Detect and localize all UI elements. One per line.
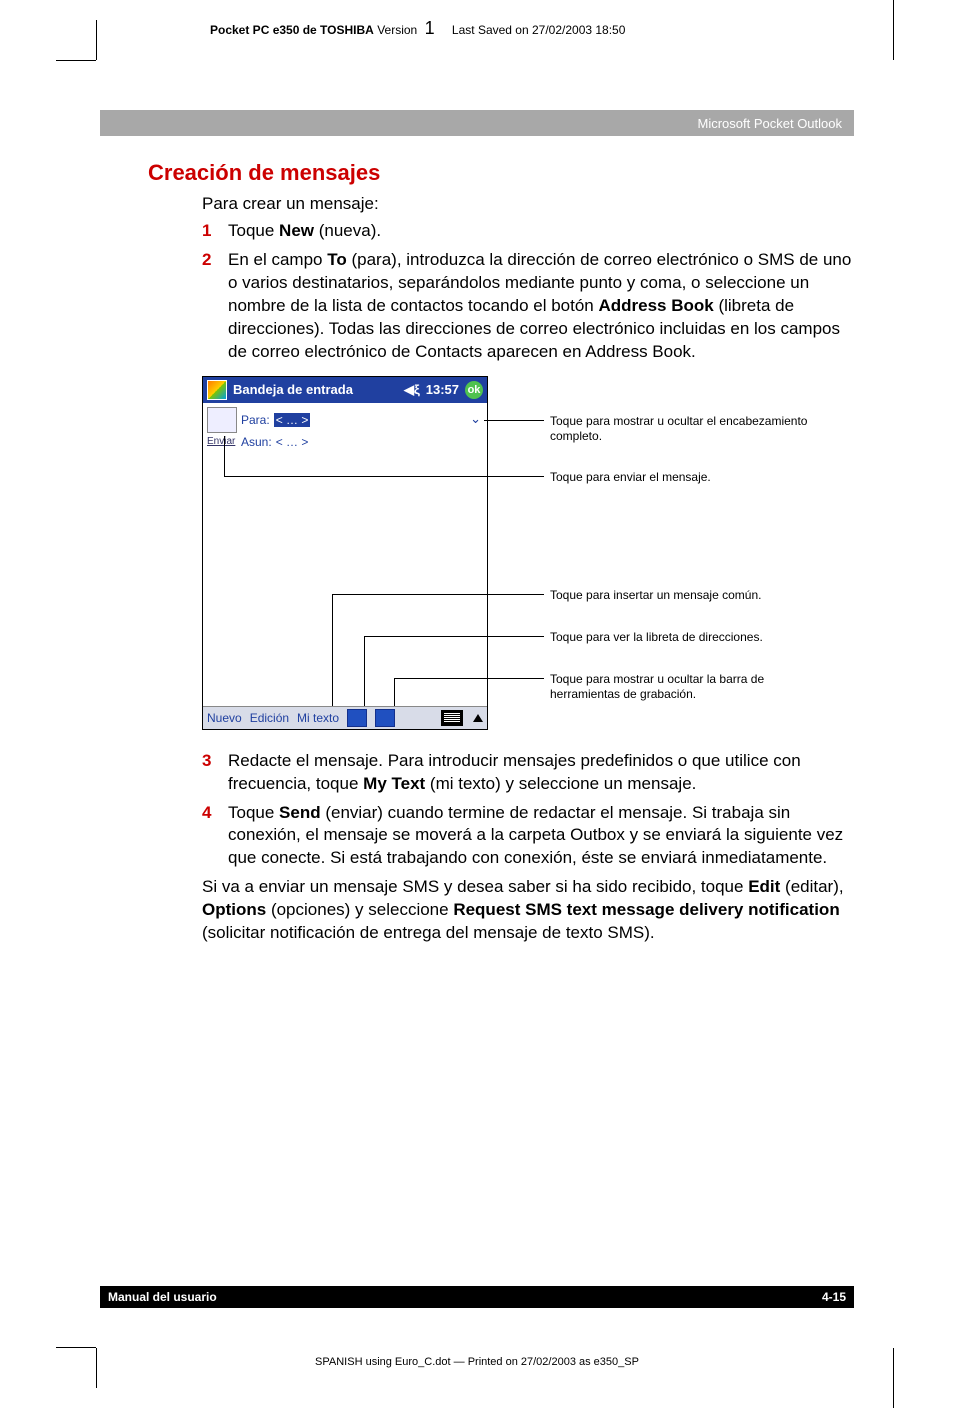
- callout-4: Toque para ver la libreta de direcciones…: [550, 630, 763, 646]
- asun-label: Asun:: [241, 435, 272, 449]
- section-title: Creación de mensajes: [148, 160, 854, 186]
- leader-line: [224, 436, 225, 476]
- step-4: 4 Toque Send (enviar) cuando termine de …: [202, 802, 854, 871]
- windows-icon: [207, 380, 227, 400]
- step-number: 4: [202, 802, 228, 871]
- page-footer: Manual del usuario 4-15: [100, 1286, 854, 1308]
- callout-1: Toque para mostrar u ocultar el encabeza…: [550, 414, 860, 445]
- step-2: 2 En el campo To (para), introduzca la d…: [202, 249, 854, 364]
- speaker-icon: ◀ξ: [404, 382, 420, 398]
- footer-left: Manual del usuario: [108, 1290, 217, 1304]
- leader-line: [364, 636, 544, 637]
- pda-titlebar: Bandeja de entrada ◀ξ 13:57 ok: [203, 377, 487, 403]
- step-text: Toque New (nueva).: [228, 220, 381, 243]
- step-number: 3: [202, 750, 228, 796]
- step-1: 1 Toque New (nueva).: [202, 220, 854, 243]
- enviar-link[interactable]: Enviar: [207, 436, 237, 447]
- menu-edicion[interactable]: Edición: [250, 711, 289, 725]
- page: Pocket PC e350 de TOSHIBA Version 1 Last…: [0, 0, 954, 1408]
- step-3: 3 Redacte el mensaje. Para introducir me…: [202, 750, 854, 796]
- crop-mark: [893, 0, 894, 60]
- section-bar: Microsoft Pocket Outlook: [100, 110, 854, 136]
- running-header: Pocket PC e350 de TOSHIBA Version 1 Last…: [210, 18, 625, 39]
- version-number: 1: [425, 18, 435, 38]
- leader-line: [224, 476, 544, 477]
- step-text: Redacte el mensaje. Para introducir mens…: [228, 750, 854, 796]
- callout-3: Toque para insertar un mensaje común.: [550, 588, 761, 604]
- pda-window: Bandeja de entrada ◀ξ 13:57 ok Para: < ……: [202, 376, 488, 730]
- keyboard-icon[interactable]: [441, 710, 463, 726]
- up-arrow-icon[interactable]: [473, 714, 483, 722]
- version-label: Version: [377, 23, 417, 37]
- step-list-cont: 3 Redacte el mensaje. Para introducir me…: [202, 750, 854, 871]
- print-info: SPANISH using Euro_C.dot — Printed on 27…: [0, 1356, 954, 1368]
- footer-right: 4-15: [822, 1290, 846, 1304]
- row-para: Para: < … >: [207, 407, 483, 433]
- leader-line: [394, 678, 544, 679]
- crop-mark: [56, 1347, 96, 1348]
- toolbar-icon-2[interactable]: [375, 709, 395, 727]
- closing-paragraph: Si va a enviar un mensaje SMS y desea sa…: [202, 876, 854, 945]
- pda-header-fields: Para: < … > Enviar Asun: < … >: [203, 403, 487, 449]
- para-value[interactable]: < … >: [274, 413, 311, 427]
- crop-mark: [56, 60, 96, 61]
- leader-line: [364, 636, 365, 706]
- pda-menubar: Nuevo Edición Mi texto: [203, 706, 487, 729]
- saved-timestamp: Last Saved on 27/02/2003 18:50: [452, 23, 625, 37]
- leader-line: [394, 678, 395, 706]
- envelope-icon: [207, 407, 237, 433]
- pda-title-text: Bandeja de entrada: [233, 382, 353, 397]
- screenshot-block: Bandeja de entrada ◀ξ 13:57 ok Para: < ……: [202, 376, 854, 736]
- pda-time: 13:57: [426, 382, 459, 397]
- para-label: Para:: [241, 413, 270, 427]
- row-asun: Enviar Asun: < … >: [207, 435, 483, 449]
- step-number: 1: [202, 220, 228, 243]
- crop-mark: [96, 1348, 97, 1388]
- product-name: Pocket PC e350 de TOSHIBA: [210, 23, 374, 37]
- content-area: Creación de mensajes Para crear un mensa…: [148, 150, 854, 945]
- leader-line: [332, 594, 544, 595]
- leader-line: [332, 594, 333, 706]
- section-bar-text: Microsoft Pocket Outlook: [698, 116, 843, 131]
- step-text: Toque Send (enviar) cuando termine de re…: [228, 802, 854, 871]
- toolbar-icon-1[interactable]: [347, 709, 367, 727]
- leader-line: [484, 420, 544, 421]
- step-text: En el campo To (para), introduzca la dir…: [228, 249, 854, 364]
- step-list: 1 Toque New (nueva). 2 En el campo To (p…: [202, 220, 854, 364]
- callout-2: Toque para enviar el mensaje.: [550, 470, 711, 486]
- intro-text: Para crear un mensaje:: [202, 194, 854, 214]
- callout-5: Toque para mostrar u ocultar la barra de…: [550, 672, 764, 703]
- menu-mitexto[interactable]: Mi texto: [297, 711, 339, 725]
- asun-value[interactable]: < … >: [276, 435, 309, 449]
- expand-chevron-icon[interactable]: ⌄: [470, 411, 481, 427]
- ok-icon[interactable]: ok: [465, 381, 483, 399]
- menu-nuevo[interactable]: Nuevo: [207, 711, 242, 725]
- crop-mark: [96, 20, 97, 60]
- step-number: 2: [202, 249, 228, 364]
